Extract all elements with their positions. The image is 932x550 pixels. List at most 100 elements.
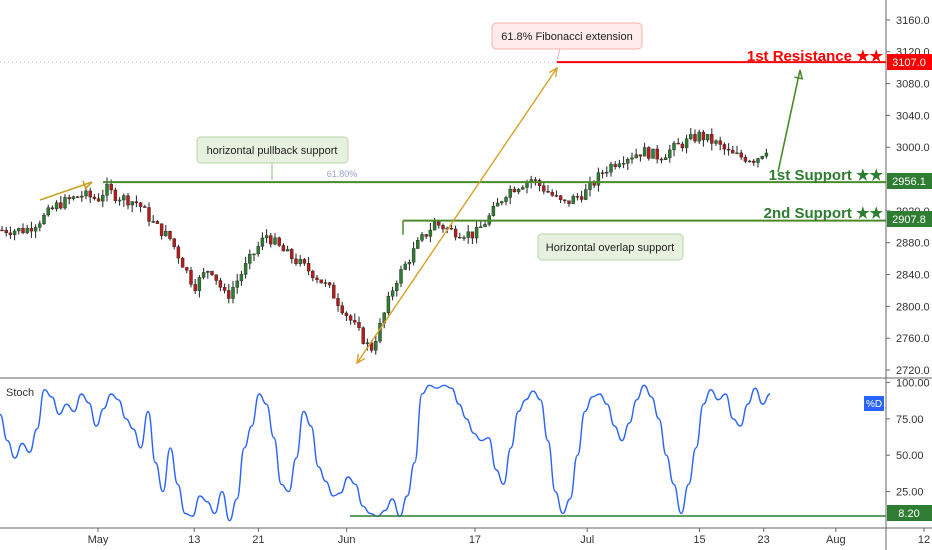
price-tick-label: 2840.0	[896, 270, 930, 282]
candle-body	[588, 182, 592, 190]
candle-body	[378, 322, 382, 342]
drawings	[39, 48, 886, 365]
candle-body	[193, 284, 197, 291]
candle-body	[185, 267, 189, 271]
fib-level-label: 61.80%	[327, 169, 358, 179]
stoch-level-tag: 8.20	[898, 508, 919, 520]
candle-body	[747, 160, 752, 163]
resistance-1-price-tag: 3107.0	[892, 57, 926, 69]
fib-callout-pointer	[556, 48, 561, 61]
candle-body	[319, 279, 323, 284]
candle-body	[672, 142, 676, 151]
candle-body	[542, 185, 546, 192]
candle-body	[21, 228, 25, 234]
candle-body	[655, 148, 659, 160]
x-tick-label: Jul	[580, 534, 594, 546]
pullback-support-callout: horizontal pullback support	[196, 136, 349, 164]
candle-body	[458, 236, 462, 239]
candle-body	[756, 158, 760, 163]
candle-body	[512, 188, 517, 193]
pullback-support-label: horizontal pullback support	[207, 145, 338, 157]
candle-body	[143, 206, 147, 208]
candle-body	[159, 223, 164, 236]
candle-body	[243, 263, 248, 275]
candle-body	[294, 258, 298, 264]
candle-body	[407, 262, 412, 265]
candle-body	[134, 201, 139, 204]
x-tick-label: 15	[693, 534, 705, 546]
candle-body	[638, 154, 643, 157]
candle-body	[739, 152, 743, 158]
candle-body	[705, 134, 710, 141]
price-tick-label: 2880.0	[896, 238, 930, 250]
candle-body	[336, 298, 340, 306]
candle-body	[357, 322, 361, 328]
stochastic-pane	[0, 384, 886, 522]
candle-body	[617, 163, 622, 167]
candle-body	[122, 195, 126, 201]
candle-body	[306, 263, 311, 272]
candle-body	[54, 202, 59, 210]
candle-body	[130, 201, 134, 206]
x-tick-label: 13	[188, 534, 200, 546]
fib-extension-label: 61.8% Fibonacci extension	[501, 31, 632, 43]
candle-body	[613, 164, 617, 167]
candle-body	[260, 237, 265, 247]
candle-body	[558, 195, 563, 201]
support-2-price-tag: 2907.8	[892, 214, 926, 226]
candle-body	[693, 134, 697, 142]
candle-body	[470, 231, 475, 239]
candle-body	[491, 206, 496, 216]
support-1-label: 1st Support ★★	[769, 167, 884, 184]
candle-body	[722, 144, 727, 150]
candle-body	[420, 234, 424, 241]
candle-body	[567, 200, 571, 204]
candle-body	[46, 207, 50, 216]
x-tick-label: 23	[758, 534, 770, 546]
stoch-tick-label: 75.00	[896, 414, 924, 426]
x-tick-label: Aug	[826, 534, 846, 546]
candle-body	[0, 229, 4, 232]
candle-body	[647, 147, 651, 159]
candle-body	[483, 224, 487, 227]
candle-body	[63, 197, 67, 209]
candle-body	[42, 214, 46, 224]
candle-body	[521, 187, 525, 190]
candle-body	[227, 290, 231, 299]
candle-body	[75, 196, 80, 198]
candle-body	[340, 305, 344, 314]
candle-body	[676, 142, 680, 145]
candle-body	[248, 253, 252, 264]
candle-body	[71, 196, 76, 200]
candle-body	[348, 315, 353, 321]
candle-body	[197, 277, 202, 291]
candle-body	[495, 202, 500, 207]
x-tick-label: 21	[252, 534, 264, 546]
candle-body	[67, 197, 71, 200]
candle-body	[726, 148, 731, 151]
candle-body	[453, 228, 458, 238]
candle-body	[38, 223, 42, 228]
candle-body	[508, 188, 512, 198]
candle-body	[575, 196, 580, 198]
candle-body	[579, 196, 584, 200]
candle-body	[180, 257, 185, 268]
fib-extension-line	[356, 67, 558, 364]
candle-body	[411, 248, 416, 263]
candle-body	[684, 138, 689, 149]
candle-body	[12, 230, 17, 235]
candle-body	[290, 249, 294, 260]
candle-body	[663, 157, 668, 161]
candle-body	[626, 158, 630, 164]
x-tick-label: 17	[469, 534, 481, 546]
candle-body	[327, 282, 332, 286]
candle-body	[416, 240, 420, 249]
candle-body	[533, 179, 538, 181]
candle-body	[369, 342, 374, 351]
price-tick-label: 3040.0	[896, 110, 930, 122]
candle-body	[147, 207, 151, 222]
candle-body	[374, 341, 378, 351]
candle-body	[584, 189, 588, 200]
